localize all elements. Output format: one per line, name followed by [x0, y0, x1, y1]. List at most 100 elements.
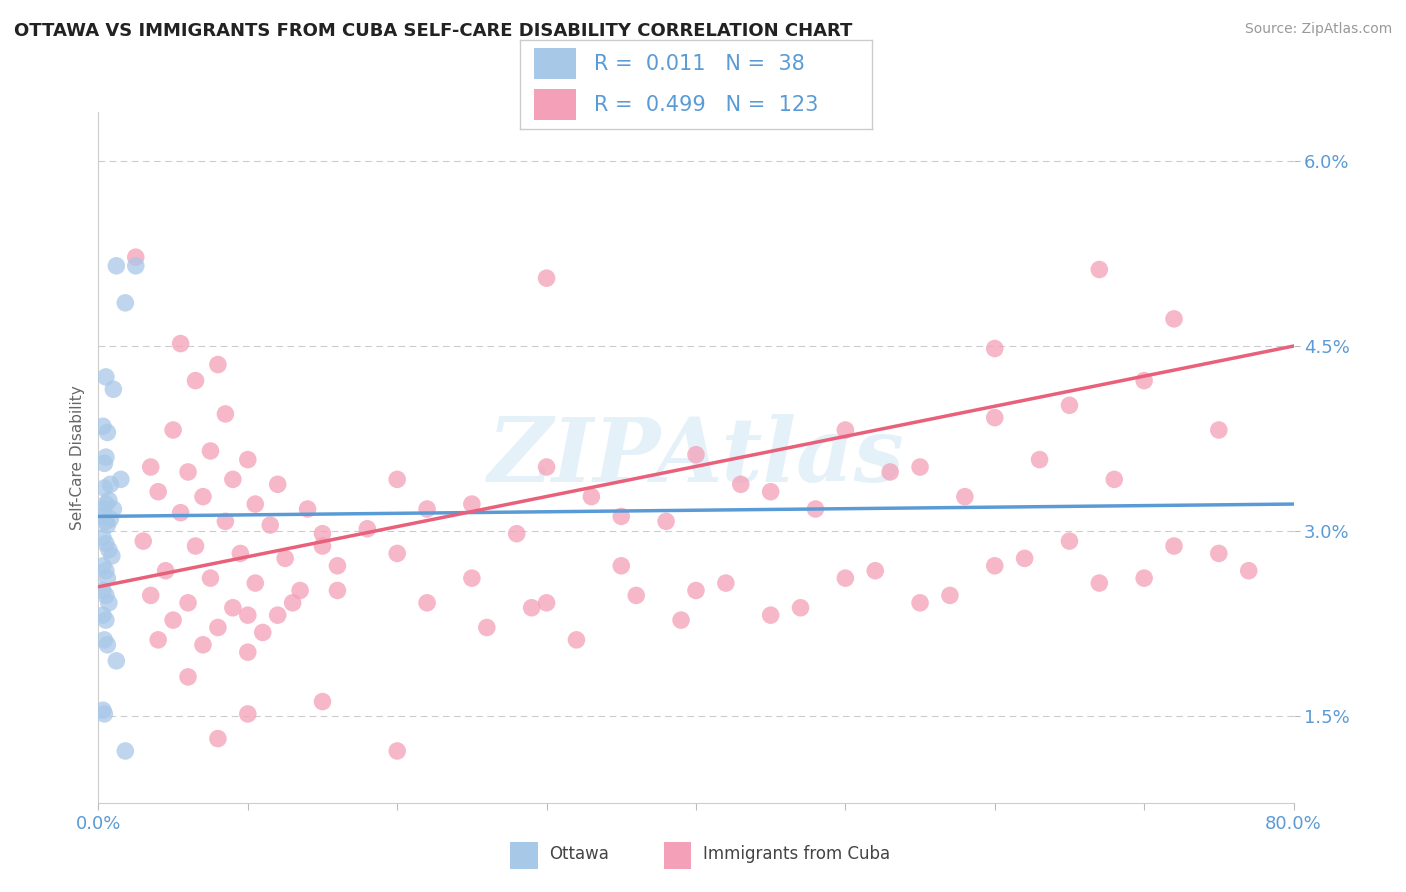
Text: Source: ZipAtlas.com: Source: ZipAtlas.com	[1244, 22, 1392, 37]
Point	[274, 551, 297, 566]
Point	[96, 638, 118, 652]
Y-axis label: Self-Care Disability: Self-Care Disability	[69, 384, 84, 530]
Point	[132, 534, 155, 549]
Point	[1133, 571, 1156, 585]
Point	[984, 410, 1007, 425]
Point	[536, 271, 558, 285]
Point	[385, 546, 409, 560]
Point	[581, 490, 603, 504]
Point	[222, 600, 245, 615]
Point	[91, 530, 114, 544]
Point	[162, 423, 184, 437]
Point	[1059, 534, 1081, 549]
Point	[610, 558, 633, 573]
Text: Immigrants from Cuba: Immigrants from Cuba	[703, 845, 890, 863]
Point	[326, 583, 349, 598]
Point	[139, 589, 162, 603]
Point	[94, 497, 117, 511]
Point	[94, 613, 117, 627]
Text: R =  0.011   N =  38: R = 0.011 N = 38	[595, 54, 804, 74]
Point	[288, 583, 311, 598]
Point	[1237, 564, 1260, 578]
Point	[207, 620, 229, 634]
Point	[236, 706, 259, 721]
Point	[177, 670, 200, 684]
Point	[953, 490, 976, 504]
Bar	[534, 48, 576, 79]
Text: R =  0.499   N =  123: R = 0.499 N = 123	[595, 95, 818, 115]
Point	[1163, 539, 1185, 553]
Point	[207, 358, 229, 372]
Point	[94, 514, 117, 528]
Point	[214, 407, 236, 421]
Point	[252, 625, 274, 640]
Point	[91, 703, 114, 717]
Point	[125, 259, 148, 273]
Point	[94, 450, 117, 465]
Point	[834, 423, 856, 437]
Point	[267, 608, 290, 623]
Point	[536, 460, 558, 475]
Point	[177, 465, 200, 479]
Point	[385, 744, 409, 758]
Point	[759, 484, 782, 499]
Point	[184, 539, 207, 553]
Point	[416, 502, 439, 516]
Point	[1059, 398, 1081, 412]
Text: Ottawa: Ottawa	[550, 845, 609, 863]
Point	[96, 425, 118, 440]
Point	[93, 456, 115, 470]
Point	[730, 477, 752, 491]
Point	[222, 472, 245, 486]
Bar	[510, 842, 537, 869]
Point	[96, 571, 118, 585]
Point	[326, 558, 349, 573]
Point	[475, 620, 498, 634]
Point	[789, 600, 811, 615]
Point	[236, 452, 259, 467]
Point	[1163, 312, 1185, 326]
Point	[94, 370, 117, 384]
Point	[105, 654, 128, 668]
Point	[229, 546, 252, 560]
Point	[385, 472, 409, 486]
Point	[207, 731, 229, 746]
Point	[281, 596, 304, 610]
Point	[191, 490, 214, 504]
Point	[103, 502, 125, 516]
Point	[91, 509, 114, 524]
Point	[114, 744, 136, 758]
Point	[98, 512, 122, 526]
Point	[984, 342, 1007, 356]
Point	[94, 589, 117, 603]
Point	[610, 509, 633, 524]
Point	[804, 502, 827, 516]
Point	[236, 645, 259, 659]
Point	[200, 571, 222, 585]
Text: OTTAWA VS IMMIGRANTS FROM CUBA SELF-CARE DISABILITY CORRELATION CHART: OTTAWA VS IMMIGRANTS FROM CUBA SELF-CARE…	[14, 22, 852, 40]
Point	[714, 576, 737, 591]
Point	[865, 564, 887, 578]
Point	[834, 571, 856, 585]
Point	[191, 638, 214, 652]
Text: ZIPAtlas: ZIPAtlas	[488, 414, 904, 500]
Point	[184, 374, 207, 388]
Point	[655, 514, 678, 528]
Point	[155, 564, 177, 578]
Point	[125, 250, 148, 264]
Point	[91, 502, 114, 516]
Point	[626, 589, 648, 603]
Point	[148, 632, 170, 647]
Point	[236, 608, 259, 623]
Point	[669, 613, 692, 627]
Point	[98, 477, 122, 491]
Point	[416, 596, 439, 610]
Point	[245, 576, 267, 591]
Point	[908, 460, 931, 475]
Point	[759, 608, 782, 623]
Point	[200, 444, 222, 458]
Point	[96, 518, 118, 533]
Point	[245, 497, 267, 511]
Point	[177, 596, 200, 610]
Point	[297, 502, 319, 516]
